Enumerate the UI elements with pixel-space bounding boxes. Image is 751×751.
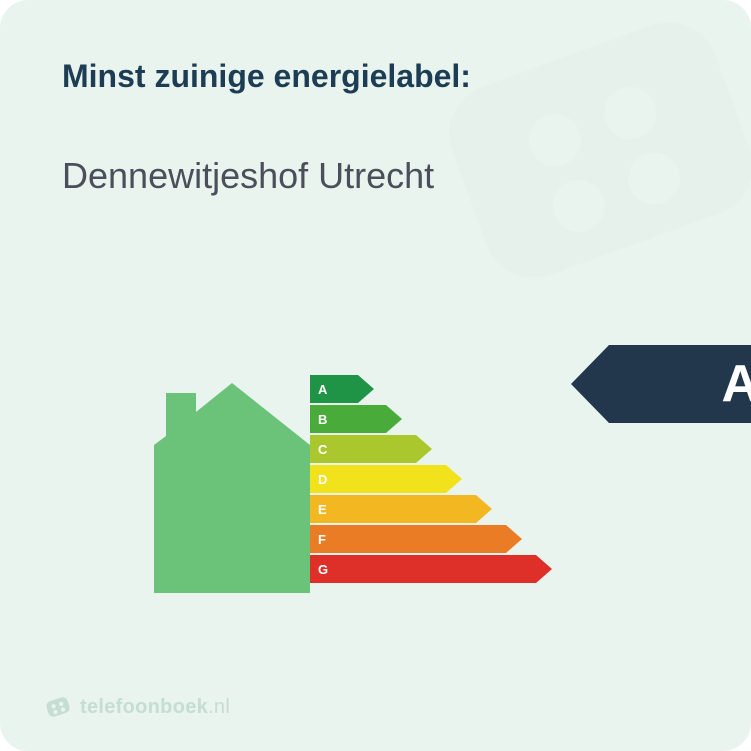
bar-label: G — [318, 562, 328, 577]
house-icon — [140, 383, 310, 593]
bar-label: C — [318, 442, 327, 457]
brand-text: telefoonboek.nl — [80, 696, 230, 719]
bar-label: D — [318, 472, 327, 487]
bar-label: F — [318, 532, 326, 547]
bar-shape — [310, 435, 432, 463]
bar-label: E — [318, 502, 327, 517]
brand-light: .nl — [208, 696, 230, 718]
brand-footer: telefoonboek.nl — [44, 693, 230, 721]
selected-label-letter: A — [721, 354, 751, 414]
card-subtitle: Dennewitjeshof Utrecht — [62, 155, 689, 197]
bar-shape — [310, 555, 552, 583]
bar-label: B — [318, 412, 327, 427]
card-content: Minst zuinige energielabel: Dennewitjesh… — [0, 0, 751, 751]
energy-label-card: Minst zuinige energielabel: Dennewitjesh… — [0, 0, 751, 751]
energy-chart: ABCDEFG A — [140, 345, 660, 645]
brand-bold: telefoonboek — [80, 696, 208, 718]
bar-label: A — [318, 382, 327, 397]
bar-shape — [310, 495, 492, 523]
brand-icon — [44, 693, 72, 721]
selected-label-badge: A — [571, 345, 751, 423]
bar-shape — [310, 465, 462, 493]
card-title: Minst zuinige energielabel: — [62, 58, 689, 95]
bar-shape — [310, 525, 522, 553]
